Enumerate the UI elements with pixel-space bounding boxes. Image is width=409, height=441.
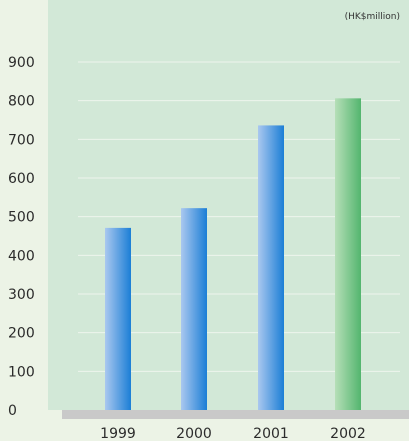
y-tick-label: 300 (8, 287, 35, 303)
bar-1999 (105, 227, 131, 410)
unit-label: (HK$million) (345, 12, 400, 22)
y-tick-label: 500 (8, 210, 35, 226)
x-tick-label: 2002 (330, 426, 366, 441)
bar-2002 (335, 98, 361, 410)
y-tick-label: 600 (8, 171, 35, 187)
y-tick-label: 200 (8, 326, 35, 342)
y-axis-tick-labels: 0 100 200 300 400 500 600 700 800 900 (8, 55, 35, 419)
x-axis-tick-labels: 1999 2000 2001 2002 (100, 426, 366, 441)
bar-2000 (181, 208, 207, 410)
y-tick-label: 700 (8, 132, 35, 148)
bar-2001 (258, 125, 284, 410)
y-tick-label: 0 (8, 403, 17, 419)
y-tick-label: 400 (8, 248, 35, 264)
y-tick-label: 900 (8, 55, 35, 71)
bars (105, 98, 361, 410)
x-tick-label: 2000 (176, 426, 212, 441)
x-axis-baseline (62, 410, 409, 419)
y-tick-label: 100 (8, 364, 35, 380)
y-tick-label: 800 (8, 94, 35, 110)
x-tick-label: 1999 (100, 426, 136, 441)
x-tick-label: 2001 (253, 426, 289, 441)
